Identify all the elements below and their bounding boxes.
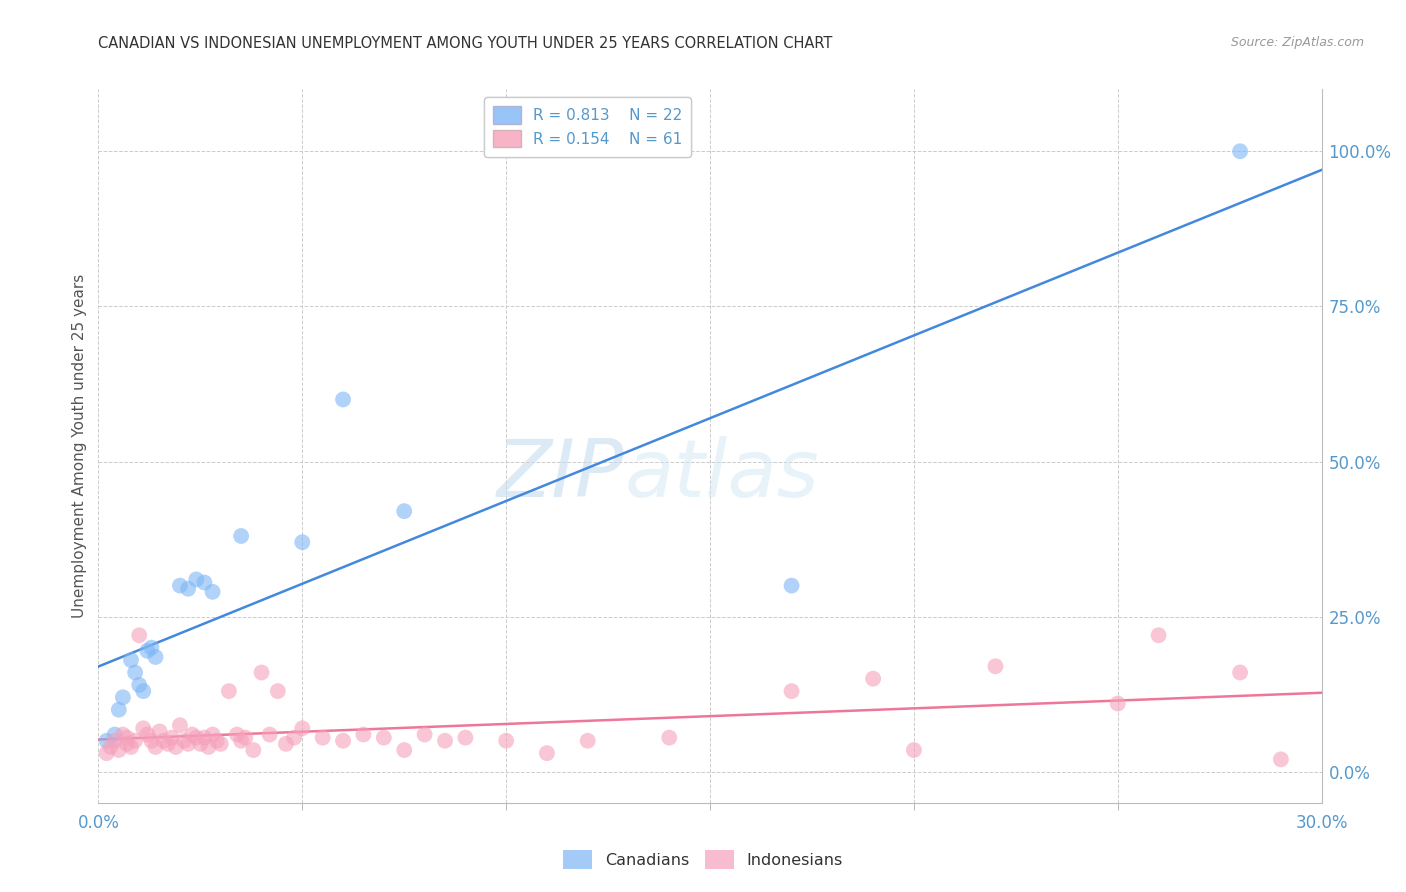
Point <box>392 504 416 518</box>
Point <box>160 731 183 745</box>
Text: CANADIAN VS INDONESIAN UNEMPLOYMENT AMONG YOUTH UNDER 25 YEARS CORRELATION CHART: CANADIAN VS INDONESIAN UNEMPLOYMENT AMON… <box>98 36 832 51</box>
Legend: Canadians, Indonesians: Canadians, Indonesians <box>557 844 849 875</box>
Point <box>181 727 204 741</box>
Point <box>152 733 174 747</box>
Point <box>132 684 155 698</box>
Point <box>201 727 224 741</box>
Point <box>128 678 150 692</box>
Point <box>96 733 118 747</box>
Point <box>267 684 290 698</box>
Point <box>1270 752 1292 766</box>
Point <box>186 573 208 587</box>
Point <box>576 733 599 747</box>
Point <box>115 737 138 751</box>
Text: Source: ZipAtlas.com: Source: ZipAtlas.com <box>1230 36 1364 49</box>
Point <box>197 739 219 754</box>
Point <box>141 733 163 747</box>
Point <box>1229 145 1251 159</box>
Point <box>115 731 138 745</box>
Point <box>291 722 314 736</box>
Point <box>984 659 1007 673</box>
Point <box>259 727 281 741</box>
Point <box>226 727 249 741</box>
Point <box>242 743 264 757</box>
Point <box>312 731 335 745</box>
Point <box>536 746 558 760</box>
Point <box>173 733 195 747</box>
Point <box>188 737 212 751</box>
Point <box>96 746 118 760</box>
Point <box>413 727 436 741</box>
Point <box>352 727 374 741</box>
Point <box>156 737 179 751</box>
Point <box>120 739 142 754</box>
Point <box>169 718 191 732</box>
Point <box>136 644 159 658</box>
Point <box>145 739 167 754</box>
Point <box>780 684 803 698</box>
Point <box>201 584 224 599</box>
Point <box>111 690 134 705</box>
Point <box>108 743 131 757</box>
Point <box>132 722 155 736</box>
Point <box>283 731 305 745</box>
Point <box>274 737 297 751</box>
Point <box>177 737 200 751</box>
Point <box>291 535 314 549</box>
Y-axis label: Unemployment Among Youth under 25 years: Unemployment Among Youth under 25 years <box>72 274 87 618</box>
Point <box>149 724 172 739</box>
Point <box>165 739 187 754</box>
Point <box>332 733 354 747</box>
Point <box>209 737 232 751</box>
Point <box>780 579 803 593</box>
Point <box>128 628 150 642</box>
Point <box>231 529 253 543</box>
Point <box>124 733 146 747</box>
Point <box>141 640 163 655</box>
Point <box>1107 697 1129 711</box>
Point <box>454 731 477 745</box>
Point <box>1147 628 1170 642</box>
Point <box>332 392 354 407</box>
Point <box>120 653 142 667</box>
Point <box>658 731 681 745</box>
Point <box>1229 665 1251 680</box>
Point <box>108 703 131 717</box>
Point <box>177 582 200 596</box>
Text: ZIP: ZIP <box>498 435 624 514</box>
Point <box>104 733 127 747</box>
Point <box>495 733 517 747</box>
Point <box>169 579 191 593</box>
Point <box>862 672 884 686</box>
Point <box>145 650 167 665</box>
Point <box>373 731 395 745</box>
Point <box>100 739 122 754</box>
Legend: R = 0.813    N = 22, R = 0.154    N = 61: R = 0.813 N = 22, R = 0.154 N = 61 <box>484 97 692 157</box>
Text: atlas: atlas <box>624 435 820 514</box>
Point <box>218 684 240 698</box>
Point <box>392 743 416 757</box>
Point <box>124 665 146 680</box>
Point <box>903 743 925 757</box>
Point <box>193 575 215 590</box>
Point <box>434 733 457 747</box>
Point <box>205 733 228 747</box>
Point <box>111 727 134 741</box>
Point <box>193 731 215 745</box>
Point <box>104 727 127 741</box>
Point <box>233 731 256 745</box>
Point <box>231 733 253 747</box>
Point <box>136 727 159 741</box>
Point <box>250 665 273 680</box>
Point <box>186 731 208 745</box>
